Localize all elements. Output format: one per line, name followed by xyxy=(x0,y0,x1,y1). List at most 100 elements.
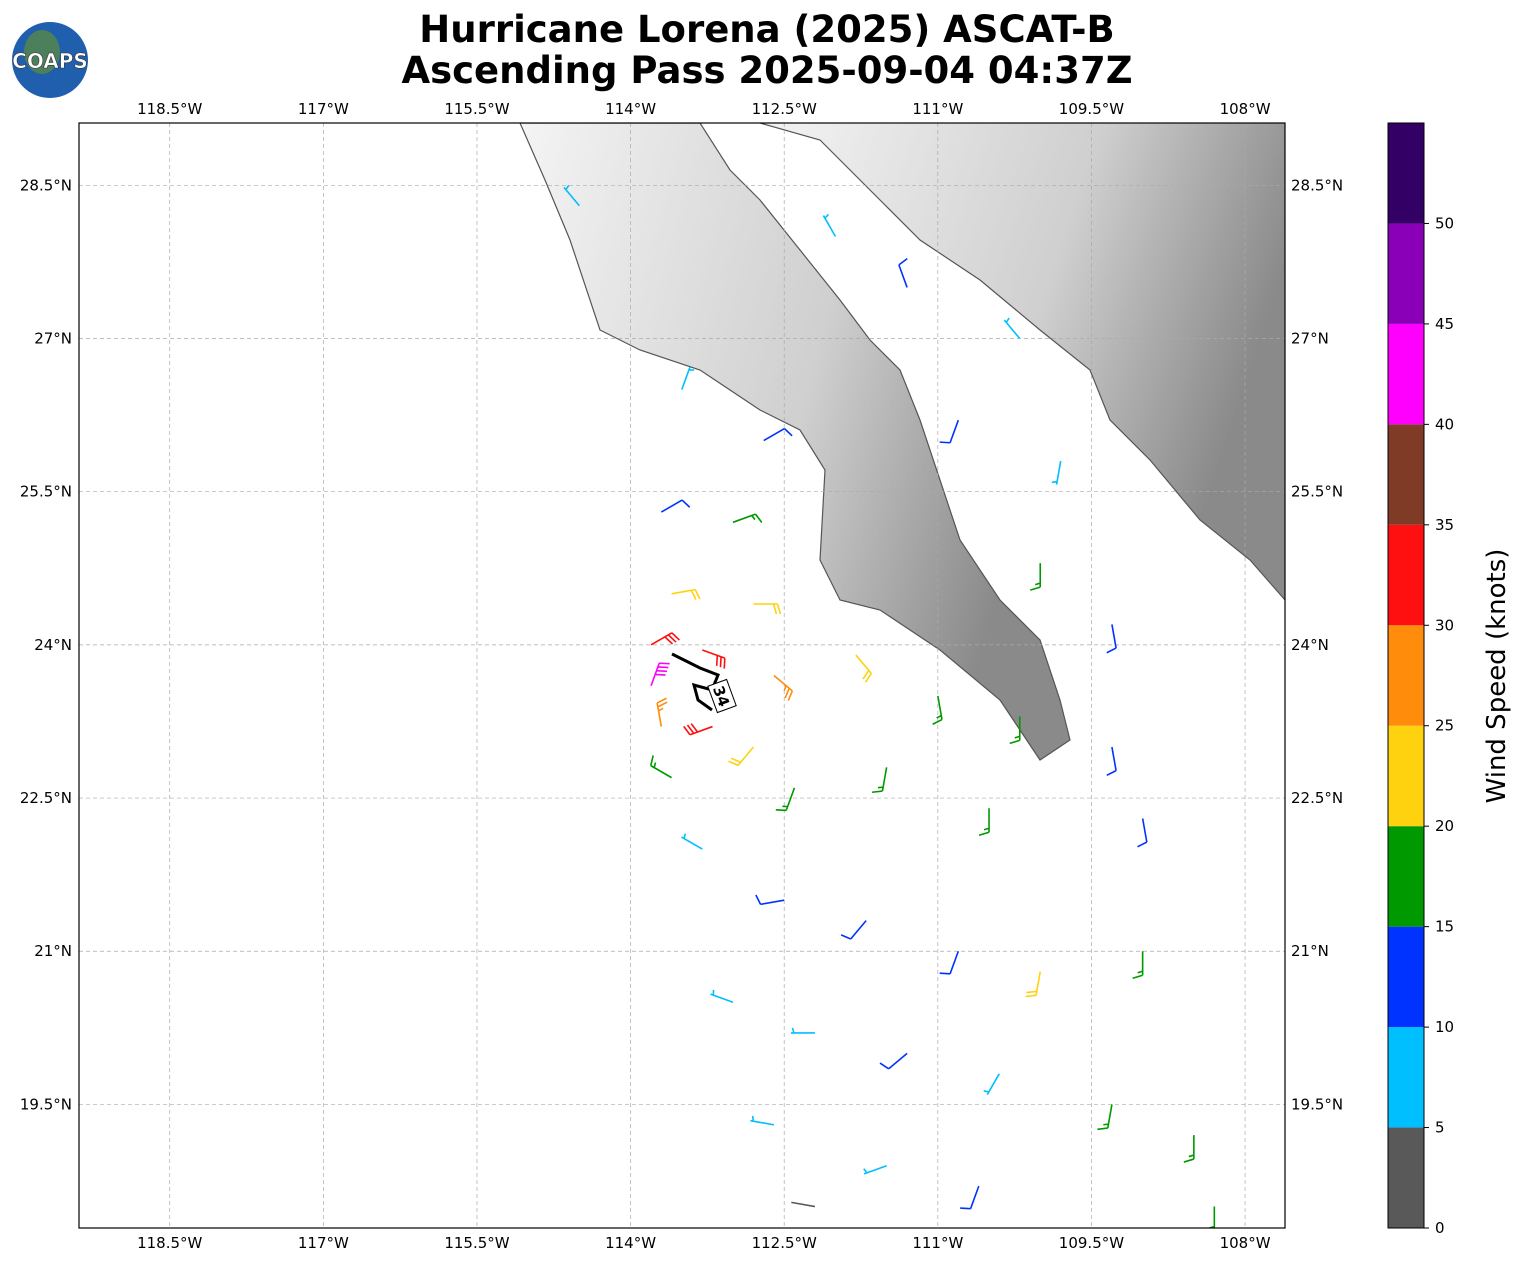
coastline xyxy=(759,123,1285,601)
lon-tick-label: 114°W xyxy=(605,100,656,118)
lat-tick-label: 24°N xyxy=(1291,636,1329,654)
colorbar-tick-label: 30 xyxy=(1435,616,1454,634)
lat-tick-label: 19.5°N xyxy=(20,1095,72,1113)
colorbar-tick-label: 10 xyxy=(1435,1018,1454,1036)
colorbar-bin xyxy=(1388,625,1424,726)
lon-tick-label: 117°W xyxy=(298,1234,349,1252)
mainland xyxy=(760,123,1285,600)
wind-barb xyxy=(983,1073,1000,1095)
lon-tick-label: 114°W xyxy=(605,1234,656,1252)
colorbar-bin xyxy=(1388,123,1424,224)
lon-tick-label: 112.5°W xyxy=(752,1234,817,1252)
wind-barb xyxy=(755,894,785,906)
radius-label: 34 xyxy=(707,678,737,714)
lat-tick-label: 21°N xyxy=(34,942,72,960)
lon-tick-label: 111°W xyxy=(912,100,963,118)
logo-land xyxy=(24,30,60,74)
wind-barb xyxy=(732,513,763,524)
wind-barb xyxy=(1137,818,1148,848)
logo-text: COAPS xyxy=(12,49,88,73)
colorbar-tick-label: 0 xyxy=(1435,1219,1445,1237)
map-base: 34 xyxy=(79,123,1285,1228)
colorbar-tick-label: 50 xyxy=(1435,214,1454,232)
wind-barb xyxy=(660,499,691,513)
lon-tick-label: 109.5°W xyxy=(1059,100,1124,118)
wind-barb xyxy=(1183,1135,1195,1163)
colorbar-tick-label: 35 xyxy=(1435,516,1454,534)
lon-tick-label: 115.5°W xyxy=(444,100,509,118)
colorbar-tick-label: 5 xyxy=(1435,1119,1445,1137)
lon-tick-label: 108°W xyxy=(1220,1234,1271,1252)
wind-barb xyxy=(773,674,794,701)
colorbar-bin xyxy=(1388,223,1424,324)
map-frame xyxy=(78,122,1286,1229)
lon-tick-label: 109.5°W xyxy=(1059,1234,1124,1252)
wind-barb xyxy=(1009,716,1021,745)
grid xyxy=(79,123,1285,1228)
wind-barb xyxy=(656,697,668,727)
logo: COAPS xyxy=(12,22,88,98)
colorbar-label: Wind Speed (knots) xyxy=(1482,549,1512,804)
wind-barb xyxy=(753,603,782,615)
colorbar-tick-label: 25 xyxy=(1435,717,1454,735)
colorbar-bin xyxy=(1388,323,1424,425)
wind-barb xyxy=(960,1185,980,1210)
colorbar-tick-label: 15 xyxy=(1435,918,1454,936)
wind-barb xyxy=(702,649,726,669)
wind-barb xyxy=(710,989,734,1004)
wind-barb xyxy=(898,257,908,288)
wind-radius-34 xyxy=(671,652,720,712)
lat-tick-label: 22.5°N xyxy=(1291,789,1343,807)
lat-tick-label: 24°N xyxy=(34,636,72,654)
colorbar-bin xyxy=(1388,1027,1424,1128)
wind-barb xyxy=(750,1115,775,1126)
wind-barb xyxy=(1106,624,1117,654)
wind-barb xyxy=(775,787,796,812)
wind-barb xyxy=(681,833,703,850)
wind-barb xyxy=(650,662,670,686)
colorbar-bin xyxy=(1388,424,1424,525)
wind-barb xyxy=(763,427,793,442)
lat-tick-label: 28.5°N xyxy=(1291,176,1343,194)
title: Hurricane Lorena (2025) ASCAT-B xyxy=(419,8,1114,51)
wind-barb xyxy=(728,746,755,767)
wind-barb xyxy=(649,755,672,779)
wind-barb xyxy=(671,588,701,601)
wind-barb xyxy=(879,1052,908,1070)
wind-barb xyxy=(791,1201,816,1208)
colorbar-bin xyxy=(1388,524,1424,626)
wind-barb xyxy=(1025,971,1042,998)
wind-barb xyxy=(978,808,990,837)
peninsula xyxy=(519,123,1071,761)
radius-label-box xyxy=(707,678,737,714)
wind-barb xyxy=(863,1164,887,1175)
wind-barb xyxy=(855,654,872,683)
wind-barb xyxy=(939,419,960,444)
colorbar: 0 5 10 15 20 25 30 35 40 45 50 xyxy=(1387,122,1454,1237)
colorbar-bin xyxy=(1388,725,1424,827)
wind-barb xyxy=(563,184,580,207)
lat-tick-label: 28.5°N xyxy=(20,176,72,194)
wind-barb xyxy=(683,723,713,736)
wind-barb xyxy=(840,920,867,940)
wind-barb xyxy=(1051,460,1062,485)
lon-tick-label: 118.5°W xyxy=(137,100,202,118)
wind-barb xyxy=(1003,317,1021,339)
wind-barbs xyxy=(563,184,1216,1228)
lon-tick-label: 112.5°W xyxy=(752,100,817,118)
colorbar-tick-label: 20 xyxy=(1435,817,1454,835)
colorbar-tick-label: 45 xyxy=(1435,315,1454,333)
colorbar-bin xyxy=(1388,826,1424,927)
lat-tick-label: 19.5°N xyxy=(1291,1095,1343,1113)
wind-barb xyxy=(1132,951,1144,980)
lat-tick-label: 25.5°N xyxy=(1291,483,1343,501)
wind-barb xyxy=(1209,1206,1216,1228)
colorbar-frame xyxy=(1387,122,1425,1229)
subtitle: Ascending Pass 2025-09-04 04:37Z xyxy=(401,49,1132,92)
lon-tick-label: 117°W xyxy=(298,100,349,118)
wind-barb xyxy=(1097,1104,1113,1131)
wind-barb xyxy=(650,632,681,646)
wind-barb xyxy=(681,366,695,390)
